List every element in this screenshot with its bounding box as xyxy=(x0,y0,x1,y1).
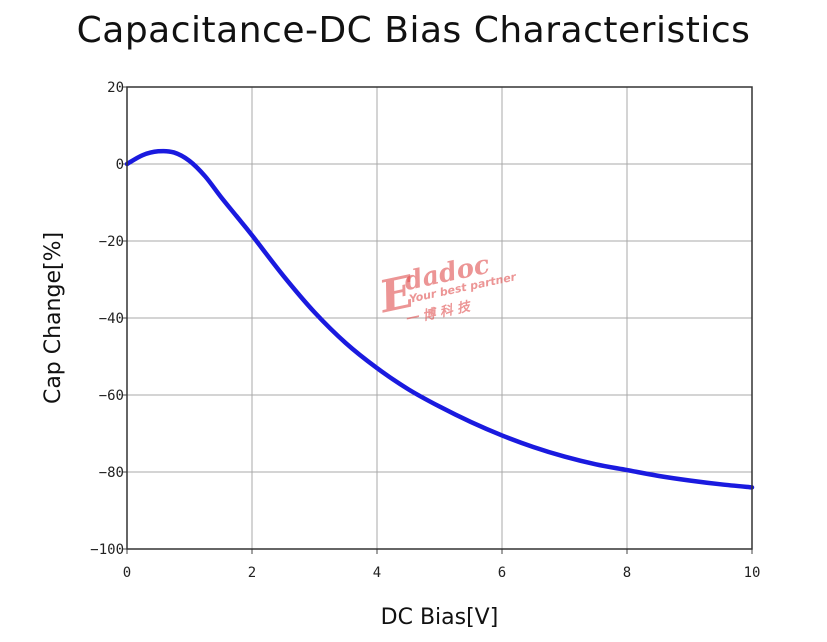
y-tick-label: −80 xyxy=(99,465,124,481)
x-tick-label: 8 xyxy=(623,565,631,581)
series-layer xyxy=(124,148,755,490)
x-tick-label: 2 xyxy=(248,565,256,581)
y-tick-label: −20 xyxy=(99,234,124,250)
y-axis-label: Cap Change[%] xyxy=(41,232,66,404)
x-tick-label: 0 xyxy=(123,565,131,581)
tick-layer: 0 2 4 6 8 10 20 0 −20 −40 −60 −80 −100 xyxy=(90,80,760,581)
x-tick-label: 10 xyxy=(744,565,761,581)
x-tick-label: 4 xyxy=(373,565,381,581)
grid-layer xyxy=(127,87,752,549)
y-tick-label: −100 xyxy=(90,542,124,558)
plot-frame xyxy=(126,86,753,550)
y-tick-label: 20 xyxy=(107,80,124,96)
y-tick-label: −40 xyxy=(99,311,124,327)
x-tick-label: 6 xyxy=(498,565,506,581)
x-axis-label: DC Bias[V] xyxy=(381,605,499,630)
watermark-logo: E dadoc Your best partner 一 博 科 技 xyxy=(373,250,517,328)
chart-title: Capacitance-DC Bias Characteristics xyxy=(76,10,751,51)
y-tick-label: 0 xyxy=(116,157,124,173)
series-line xyxy=(124,148,755,490)
y-tick-label: −60 xyxy=(99,388,124,404)
